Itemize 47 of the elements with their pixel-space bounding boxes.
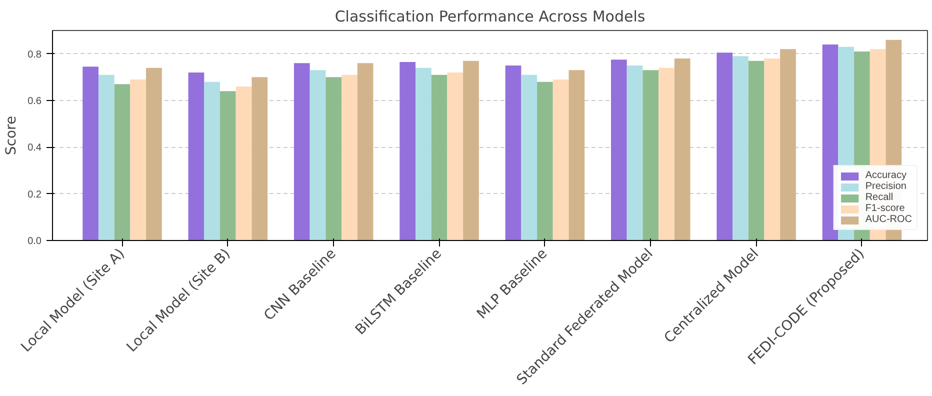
y-tick-label: 0.8 — [28, 49, 42, 60]
bar — [431, 74, 448, 240]
legend-label: AUC-ROC — [865, 214, 912, 225]
bar — [674, 58, 690, 240]
bar — [447, 72, 464, 240]
bar — [204, 82, 220, 240]
bar — [342, 74, 358, 240]
bar — [326, 77, 342, 240]
bar — [146, 68, 162, 240]
chart-title: Classification Performance Across Models — [334, 8, 646, 26]
legend-label: F1-score — [865, 203, 905, 214]
bar — [626, 66, 643, 240]
bar — [732, 56, 748, 240]
bar — [463, 60, 479, 240]
bar — [357, 63, 374, 240]
y-tick-label: 0.2 — [28, 189, 42, 200]
bar — [236, 86, 252, 240]
y-tick-label: 0.0 — [28, 236, 42, 247]
bar — [82, 66, 98, 240]
legend-label: Recall — [865, 192, 894, 203]
legend-label: Precision — [865, 181, 906, 192]
bar — [642, 70, 659, 240]
y-axis-title: Score — [4, 116, 20, 156]
bar — [748, 60, 764, 240]
bar — [716, 52, 733, 240]
bar — [568, 70, 585, 240]
bar — [780, 49, 796, 240]
bar — [552, 80, 569, 240]
bar — [611, 60, 627, 240]
bar — [310, 70, 326, 240]
bar — [98, 74, 114, 240]
bar — [294, 63, 310, 240]
bar — [252, 77, 268, 240]
bar — [521, 74, 538, 240]
bar — [130, 80, 146, 240]
bar — [764, 58, 780, 240]
legend-label: Accuracy — [865, 170, 906, 181]
bar — [400, 62, 416, 240]
bar — [537, 82, 553, 240]
bar — [188, 72, 204, 240]
bar — [416, 68, 432, 240]
bar — [505, 66, 522, 240]
bar — [220, 91, 236, 240]
bar — [658, 68, 674, 240]
y-tick-label: 0.4 — [28, 142, 42, 154]
bar — [114, 84, 130, 240]
y-tick-label: 0.6 — [28, 96, 42, 107]
